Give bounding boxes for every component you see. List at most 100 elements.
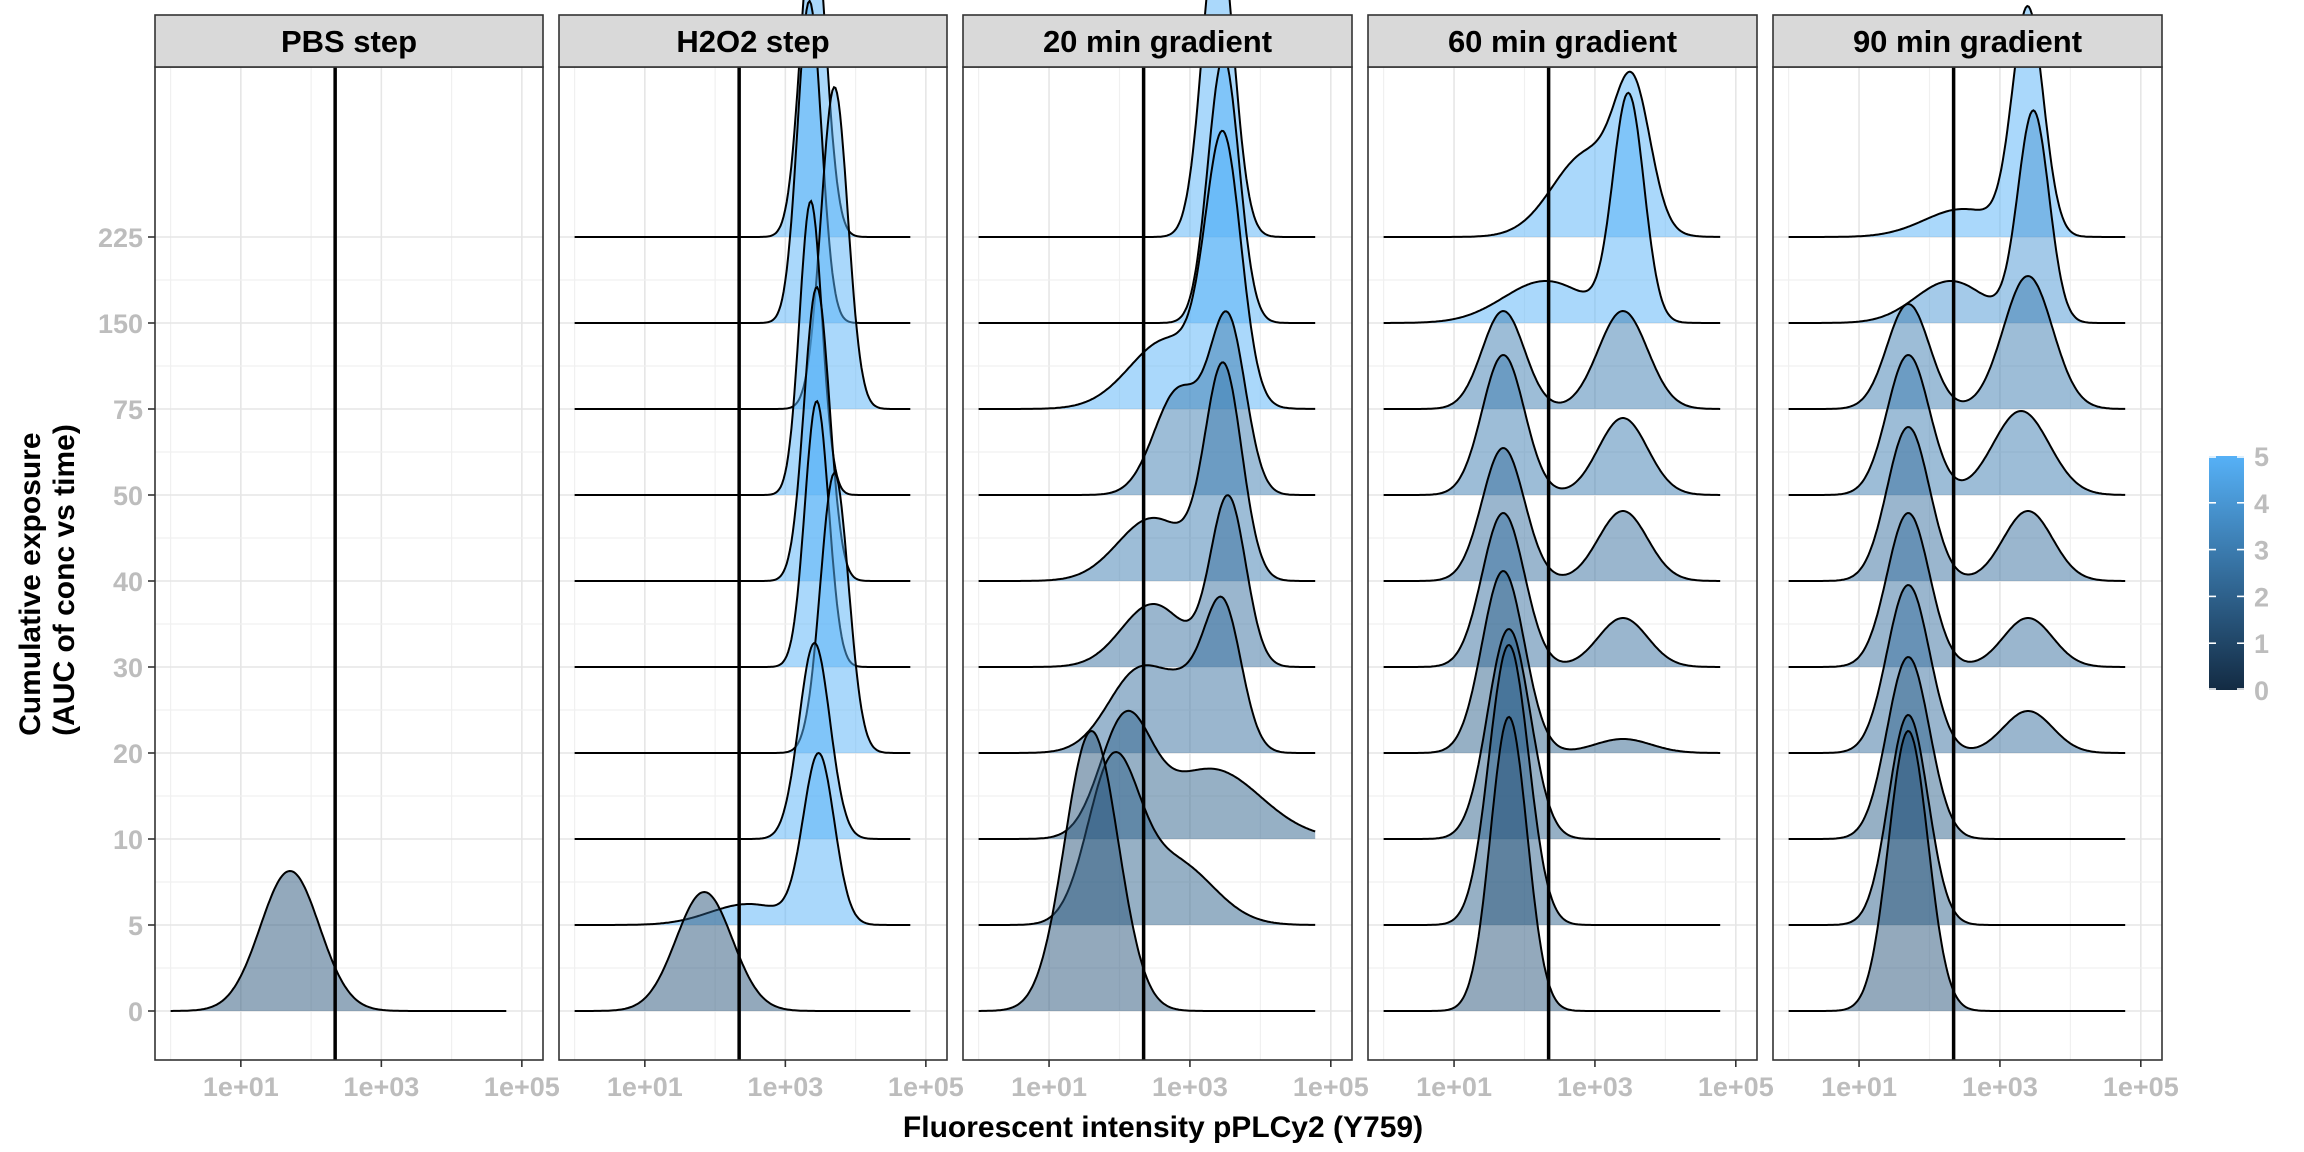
y-tick-label: 10 [113,825,143,855]
strip-background [962,14,1353,68]
ridge-line-h2o2-step-10 [574,641,911,840]
x-tick-label: 1e+05 [484,1072,560,1102]
strip-background [558,14,948,68]
x-tick-label: 1e+01 [1011,1072,1087,1102]
ridge-line-60-min-gradient-75 [1383,309,1721,410]
legend-tick-label: 4 [2254,489,2269,519]
x-tick-label: 1e+03 [1557,1072,1633,1102]
legend-tick-label: 5 [2254,442,2269,472]
ridge-area-20-min-gradient-0 [978,731,1316,1011]
ridge-line-20-min-gradient-0 [978,729,1316,1012]
ridge-area-90-min-gradient-150 [1788,110,2126,323]
ridge-area-90-min-gradient-75 [1788,276,2126,409]
ridge-area-90-min-gradient-50 [1788,355,2126,495]
ridge-line-h2o2-step-50 [574,199,911,496]
x-tick-label: 1e+01 [1821,1072,1897,1102]
ridge-area-h2o2-step-75 [574,87,911,409]
ridge-line-20-min-gradient-50 [978,310,1316,496]
legend-ticks: 0 1 2 3 4 5 [2209,442,2269,706]
ridge-line-90-min-gradient-40 [1788,425,2126,582]
panel-background [155,67,543,1060]
ridge-area-60-min-gradient-40 [1383,448,1721,581]
ridge-area-h2o2-step-5 [574,753,911,925]
y-tick-label: 5 [128,911,143,941]
ridge-line-90-min-gradient-150 [1788,109,2126,324]
ridge-area-20-min-gradient-20 [978,596,1316,753]
ridge-line-60-min-gradient-225 [1383,70,1721,238]
ridge-line-90-min-gradient-225 [1788,4,2126,238]
ridge-line-90-min-gradient-0 [1788,729,2126,1012]
ridge-line-90-min-gradient-10 [1788,655,2126,840]
y-tick-label: 50 [113,481,143,511]
ridge-line-90-min-gradient-50 [1788,353,2126,496]
x-tick-label: 1e+03 [1962,1072,2038,1102]
y-tick-label: 150 [98,309,143,339]
y-tick-label: 30 [113,653,143,683]
ridge-line-20-min-gradient-5 [978,750,1316,926]
ridge-area-90-min-gradient-30 [1788,513,2126,667]
ridge-line-20-min-gradient-225 [978,0,1316,238]
ridge-area-60-min-gradient-75 [1383,311,1721,409]
ridge-line-60-min-gradient-30 [1383,511,1721,668]
strip-background [1772,14,2163,68]
strip-background [1367,14,1758,68]
panel-title: 20 min gradient [1043,24,1272,59]
panel-pbs-step: PBS step 1e+01 1e+03 1e+05 [154,14,560,1102]
ridge-line-60-min-gradient-40 [1383,446,1721,582]
ridge-area-pbs-step-0 [170,871,507,1011]
ridge-line-90-min-gradient-75 [1788,275,2126,410]
ridge-area-90-min-gradient-40 [1788,427,2126,581]
y-tick-label: 0 [128,997,143,1027]
x-tick-label: 1e+05 [888,1072,964,1102]
x-tick-label: 1e+05 [1698,1072,1774,1102]
ridge-area-20-min-gradient-10 [978,710,1316,839]
ridge-line-60-min-gradient-50 [1383,353,1721,496]
y-tick-label: 20 [113,739,143,769]
ridge-line-60-min-gradient-20 [1383,569,1721,754]
y-tick-label: 40 [113,567,143,597]
ridge-line-20-min-gradient-30 [978,494,1316,668]
x-tick-label: 1e+03 [343,1072,419,1102]
ridge-line-20-min-gradient-10 [978,709,1316,840]
ridge-area-60-min-gradient-30 [1383,513,1721,667]
ridge-area-20-min-gradient-5 [978,752,1316,925]
x-tick-label: 1e+01 [607,1072,683,1102]
legend-tick-label: 1 [2254,629,2269,659]
x-tick-label: 1e+03 [747,1072,823,1102]
panel-title: H2O2 step [676,24,829,59]
ridge-line-20-min-gradient-150 [978,55,1316,324]
x-tick-label: 1e+05 [1293,1072,1369,1102]
strip-background [154,14,544,68]
ridge-line-60-min-gradient-10 [1383,627,1721,840]
panel-60-min-gradient: 60 min gradient 1e+01 1e+03 1e+05 [1367,14,1774,1102]
legend-colorbar [2209,456,2244,690]
ridge-line-h2o2-step-0 [574,890,911,1012]
y-axis-title-line-2: (AUC of conc vs time) [48,424,81,736]
ridge-line-90-min-gradient-30 [1788,511,2126,668]
x-tick-label: 1e+05 [2103,1072,2179,1102]
ridge-line-20-min-gradient-75 [978,129,1316,410]
panel-title: PBS step [281,24,417,59]
ridge-line-h2o2-step-5 [574,751,911,926]
y-axis: 0 5 10 20 30 40 50 75 150 225 [98,223,155,1027]
y-axis-title: Cumulative exposure (AUC of conc vs time… [14,424,81,736]
panel-background [559,67,947,1060]
color-legend: 0 1 2 3 4 5 [2209,442,2269,706]
ridge-line-60-min-gradient-0 [1383,715,1721,1012]
panel-90-min-gradient: 90 min gradient 1e+01 1e+03 1e+05 [1772,4,2179,1102]
ridge-line-h2o2-step-75 [574,85,911,410]
ridge-line-20-min-gradient-40 [978,361,1316,582]
x-axis-title: Fluorescent intensity pPLCy2 (Y759) [903,1111,1423,1144]
ridge-line-20-min-gradient-20 [978,595,1316,754]
panel-title: 90 min gradient [1853,24,2082,59]
legend-tick-label: 3 [2254,536,2269,566]
ridge-line-90-min-gradient-20 [1788,583,2126,754]
legend-tick-label: 0 [2254,676,2269,706]
ridge-line-pbs-step-0 [170,869,507,1012]
x-tick-label: 1e+03 [1152,1072,1228,1102]
ridge-area-60-min-gradient-50 [1383,355,1721,495]
y-axis-title-line-1: Cumulative exposure [14,432,47,735]
ridge-line-60-min-gradient-5 [1383,643,1721,926]
ridge-line-h2o2-step-225 [574,0,911,238]
